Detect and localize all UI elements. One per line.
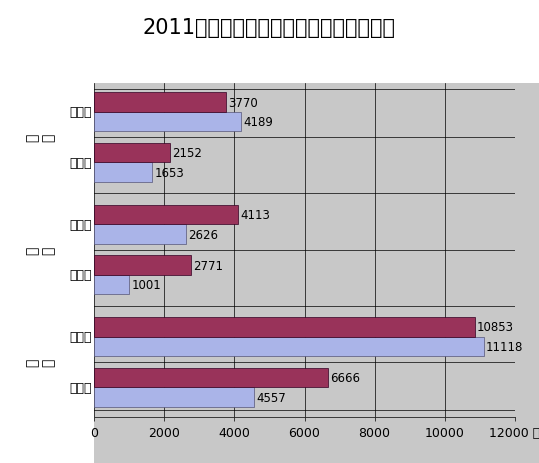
Text: 2011年一二季度辽宁商标申请与注册情况: 2011年一二季度辽宁商标申请与注册情况 — [143, 18, 396, 38]
Text: 11118: 11118 — [486, 340, 523, 353]
Text: 二季度: 二季度 — [69, 331, 92, 344]
Bar — [94, 318, 474, 337]
Bar — [94, 205, 238, 225]
Text: 4557: 4557 — [256, 391, 286, 404]
Bar — [94, 225, 186, 244]
Text: 1001: 1001 — [132, 279, 161, 292]
Text: 10853: 10853 — [476, 321, 514, 334]
Text: 沈
阳: 沈 阳 — [25, 134, 56, 142]
Text: 2152: 2152 — [172, 147, 202, 160]
Text: 一季度: 一季度 — [69, 381, 92, 394]
Bar — [94, 337, 484, 357]
Text: 6666: 6666 — [330, 371, 360, 384]
Bar — [94, 93, 226, 113]
Text: 4113: 4113 — [240, 208, 271, 221]
Text: 二季度: 二季度 — [69, 219, 92, 232]
Text: 二季度: 二季度 — [69, 106, 92, 119]
Text: 4189: 4189 — [243, 116, 273, 129]
Bar — [94, 275, 129, 295]
Text: 3770: 3770 — [229, 96, 258, 109]
Text: 1653: 1653 — [154, 166, 184, 179]
Bar — [94, 163, 152, 182]
Text: 大
连: 大 连 — [25, 246, 56, 254]
Bar — [94, 388, 254, 407]
Text: 2626: 2626 — [189, 228, 218, 241]
Bar — [94, 368, 328, 388]
Text: 一季度: 一季度 — [69, 156, 92, 169]
Text: 一季度: 一季度 — [69, 269, 92, 282]
Text: 辽
宁: 辽 宁 — [25, 358, 56, 366]
Bar — [94, 113, 241, 132]
Bar — [94, 256, 191, 275]
Bar — [94, 144, 170, 163]
Text: 2771: 2771 — [194, 259, 224, 272]
